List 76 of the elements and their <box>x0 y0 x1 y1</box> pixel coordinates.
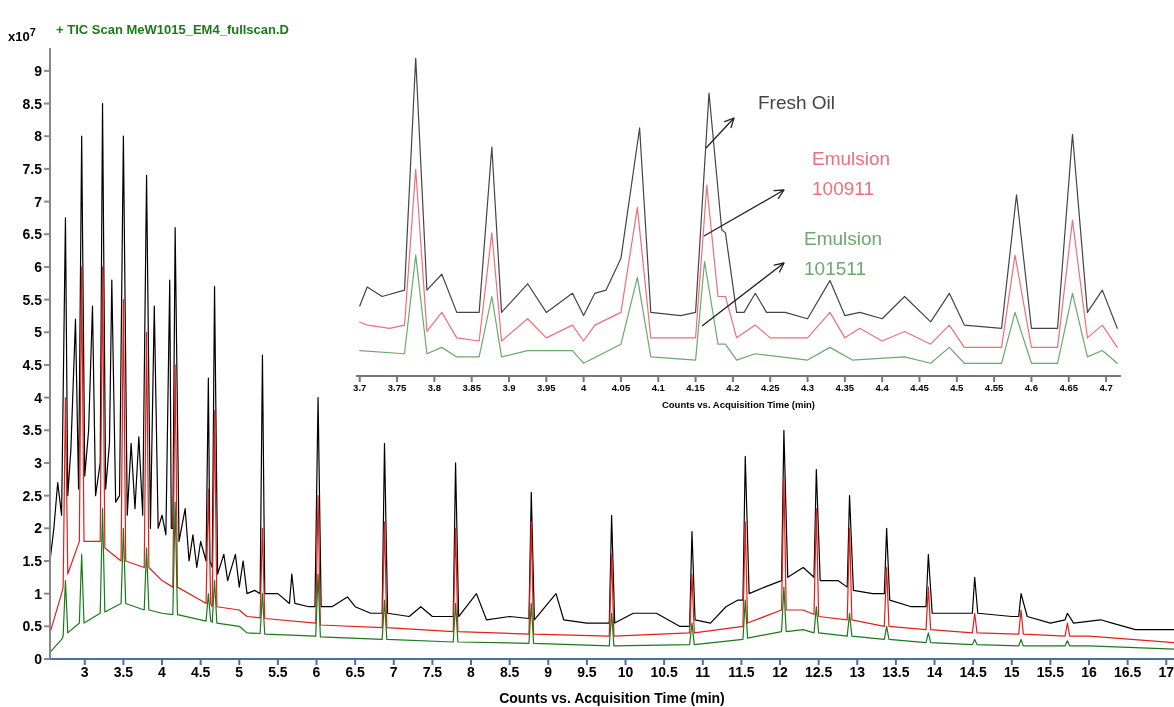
x-tick-label: 3 <box>80 663 89 680</box>
x-tick-label: 8.5 <box>499 663 520 680</box>
x-tick-label: 16 <box>1081 663 1098 680</box>
x-tick-label: 4.65 <box>1059 381 1079 393</box>
x-tick-label: 4.1 <box>651 381 666 393</box>
x-tick-label: 10.5 <box>650 663 678 680</box>
x-tick-label: 6.5 <box>345 663 366 680</box>
y-tick-label: 8 <box>34 128 43 145</box>
x-tick-label: 4 <box>158 663 167 680</box>
x-tick-label: 8 <box>467 663 476 680</box>
y-tick-label: 2.5 <box>22 487 43 504</box>
x-tick-label: 11.5 <box>728 663 755 680</box>
x-tick-label: 4.6 <box>1024 381 1039 393</box>
x-tick-label: 14 <box>926 663 943 680</box>
y-tick-label: 7.5 <box>22 160 43 177</box>
y-tick-label: 6.5 <box>22 226 43 243</box>
y-tick-label: 7 <box>34 193 43 210</box>
x-tick-label: 15.5 <box>1036 663 1065 680</box>
x-tick-label: 4.55 <box>984 381 1005 393</box>
y-tick-label: 4.5 <box>22 356 43 373</box>
x-tick-label: 3.8 <box>427 381 441 393</box>
y-tick-label: 0.5 <box>22 618 43 635</box>
x-tick-label: 4.15 <box>686 381 706 393</box>
x-tick-label: 3.9 <box>502 381 516 393</box>
y-tick-label: 6 <box>34 258 43 275</box>
x-tick-label: 9 <box>544 663 553 680</box>
x-tick-label: 7 <box>389 663 398 680</box>
y-tick-label: 9 <box>34 62 43 79</box>
x-tick-label: 6 <box>312 663 321 680</box>
x-tick-label: 16.5 <box>1114 663 1142 680</box>
x-tick-label: 4.35 <box>835 381 855 393</box>
x-tick-label: 5.5 <box>268 663 288 680</box>
x-axis-title: Counts vs. Acquisition Time (min) <box>661 399 816 410</box>
x-tick-label: 4.5 <box>950 381 965 393</box>
x-tick-label: 3.5 <box>113 663 134 680</box>
text: Fresh Oil <box>758 91 837 115</box>
x-tick-label: 3.75 <box>387 381 408 393</box>
x-tick-label: 3.85 <box>462 381 482 393</box>
x-tick-label: 10 <box>617 663 634 680</box>
x-tick-label: 15 <box>1003 663 1020 680</box>
x-tick-label: 4.4 <box>875 381 890 393</box>
y-tick-label: 2 <box>34 520 43 537</box>
chart-title: + TIC Scan MeW1015_EM4_fullscan.D <box>56 22 290 37</box>
x-tick-label: 13 <box>849 663 866 680</box>
text: Emulsion 100911 <box>812 147 892 201</box>
y-tick-label: 3 <box>34 454 43 471</box>
y-tick-label: 1 <box>34 585 43 602</box>
x-tick-label: 4.7 <box>1099 381 1113 393</box>
x-tick-label: 4 <box>580 381 587 393</box>
text: Emulsion 101511 <box>804 227 884 281</box>
x-tick-label: 4.5 <box>190 663 211 680</box>
x-tick-label: 3.7 <box>353 381 367 393</box>
y-tick-label: 5.5 <box>22 291 43 308</box>
x-tick-label: 12 <box>772 663 789 680</box>
y-tick-label: 3.5 <box>22 422 43 439</box>
x-tick-label: 17 <box>1158 663 1174 680</box>
x-tick-label: 12.5 <box>805 663 833 680</box>
x-tick-label: 4.05 <box>611 381 631 393</box>
x-axis-title: Counts vs. Acquisition Time (min) <box>499 690 725 706</box>
x-tick-label: 4.25 <box>760 381 781 393</box>
x-tick-label: 4.45 <box>910 381 930 393</box>
y-tick-label: 1.5 <box>22 552 43 569</box>
y-tick-label: 5 <box>34 324 43 341</box>
y-axis-title: x10$^{7}$ <box>8 26 36 45</box>
y-tick-label: 0 <box>34 650 43 667</box>
x-tick-label: 7.5 <box>422 663 443 680</box>
x-tick-label: 5 <box>235 663 244 680</box>
x-tick-label: 4.3 <box>800 381 815 393</box>
x-tick-label: 3.95 <box>537 381 557 393</box>
x-tick-label: 14.5 <box>959 663 987 680</box>
x-tick-label: 13.5 <box>882 663 910 680</box>
x-tick-label: 4.2 <box>726 381 740 393</box>
y-tick-label: 8.5 <box>22 95 43 112</box>
line-series <box>50 501 1174 654</box>
x-tick-label: 11 <box>695 663 711 680</box>
x-tick-label: 9.5 <box>577 663 597 680</box>
